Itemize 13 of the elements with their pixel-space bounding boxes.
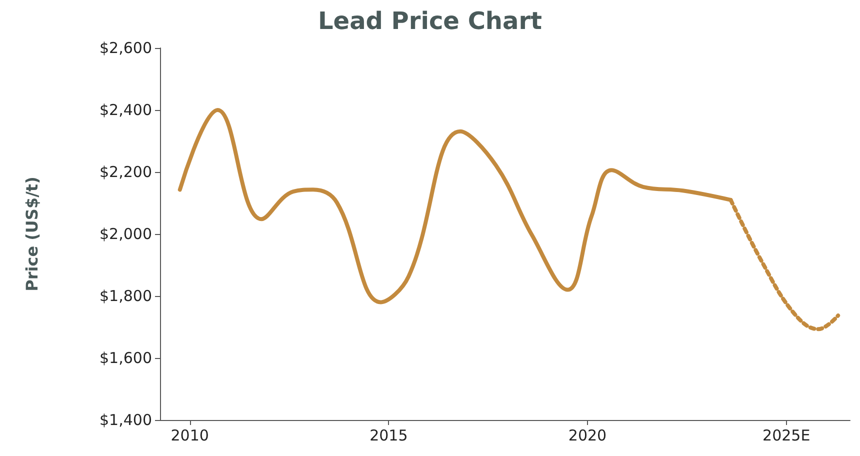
x-tick-label: 2010 xyxy=(170,426,209,444)
y-tick-label: $2,600 xyxy=(100,39,152,57)
y-tick-label: $2,000 xyxy=(100,225,152,243)
y-tick-label: $1,600 xyxy=(100,349,152,367)
y-tick-label: $2,200 xyxy=(100,163,152,181)
x-tick-label: 2015 xyxy=(370,426,408,444)
y-axis-title: Price (US$/t) xyxy=(22,176,42,292)
y-tick-label: $2,400 xyxy=(100,101,152,119)
x-tick-label: 2020 xyxy=(568,426,607,444)
y-tick-label: $1,400 xyxy=(100,411,152,429)
x-tick-label: 2025E xyxy=(762,426,810,444)
chart-title: Lead Price Chart xyxy=(318,7,542,35)
y-tick-label: $1,800 xyxy=(100,287,152,305)
